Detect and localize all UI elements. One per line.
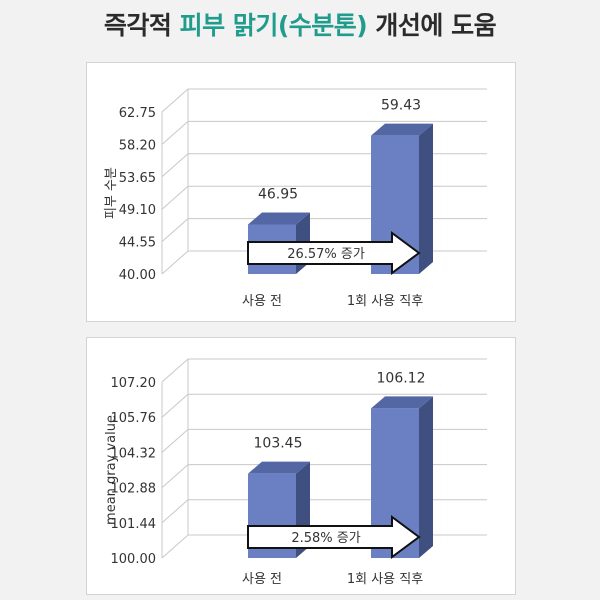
skin-moisture-chart: 40.00 44.55 49.10 53.65 58.20 62.75 피부 수분 46.95…: [104, 88, 487, 309]
y-tick-label: 44.55: [119, 236, 156, 251]
category-label: 1회 사용 직후: [347, 572, 423, 587]
y-tick-label: 101.44: [111, 517, 157, 532]
y-axis-title: 피부 수분: [104, 167, 119, 219]
y-tick-label: 105.76: [111, 411, 157, 426]
value-label: 106.12: [377, 370, 426, 386]
increase-annotation: 26.57% 증가: [287, 247, 365, 262]
increase-arrow: [247, 231, 421, 275]
increase-annotation: 2.58% 증가: [291, 531, 360, 546]
y-tick-label: 58.20: [119, 138, 156, 153]
mean-gray-value-chart: 100.00 101.44 102.88 104.32 105.76 107.20 mean…: [104, 358, 487, 587]
title-highlight: 피부 맑기(수분톤): [179, 11, 368, 40]
value-label: 59.43: [381, 98, 421, 114]
skin-moisture-chart-panel: 40.00 44.55 49.10 53.65 58.20 62.75 피부 수분 46.95…: [86, 62, 516, 322]
category-label: 사용 전: [242, 294, 282, 309]
category-label: 1회 사용 직후: [347, 294, 423, 309]
gridline: [161, 120, 487, 145]
y-tick-label: 49.10: [119, 203, 156, 218]
value-label: 46.95: [258, 187, 298, 203]
mean-gray-value-chart-panel: 100.00 101.44 102.88 104.32 105.76 107.20 mean…: [86, 337, 516, 595]
gridline: [161, 153, 487, 178]
gridline: [161, 185, 487, 210]
y-tick-label: 102.88: [111, 482, 157, 497]
gridline: [161, 358, 487, 383]
gridline: [161, 393, 487, 418]
title-part-3: 개선에 도움: [367, 11, 497, 40]
y-tick-label: 104.32: [111, 446, 157, 461]
gridline: [161, 464, 487, 488]
value-label: 103.45: [254, 436, 303, 452]
y-tick-label: 100.00: [111, 552, 157, 567]
y-tick-label: 40.00: [119, 268, 156, 283]
gridline: [161, 218, 487, 242]
page-title: 즉각적 피부 맑기(수분톤) 개선에 도움: [0, 6, 600, 42]
y-tick-label: 53.65: [119, 171, 156, 186]
y-tick-label: 107.20: [111, 376, 157, 391]
increase-arrow: [247, 515, 421, 559]
gridline: [161, 88, 487, 113]
category-label: 사용 전: [242, 572, 282, 587]
gridline: [161, 428, 487, 453]
y-tick-label: 62.75: [119, 106, 156, 121]
title-part-1: 즉각적: [103, 11, 180, 40]
gridline: [161, 499, 487, 524]
y-axis-title: mean gray value: [104, 415, 119, 525]
